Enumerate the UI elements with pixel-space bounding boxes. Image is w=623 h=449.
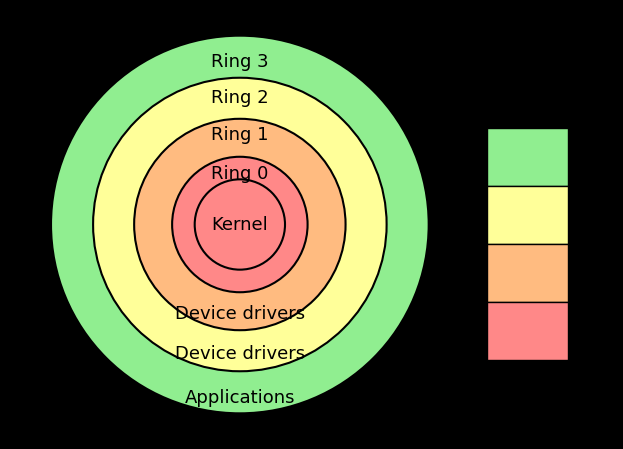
Bar [487, 244, 568, 302]
Ellipse shape [172, 157, 308, 292]
Bar [487, 186, 568, 244]
Bar [487, 302, 568, 360]
Bar [487, 128, 568, 186]
Text: Ring 1: Ring 1 [211, 126, 269, 144]
Text: Applications: Applications [184, 389, 295, 407]
Ellipse shape [195, 179, 285, 270]
Text: Device drivers: Device drivers [175, 305, 305, 323]
Text: Ring 3: Ring 3 [211, 53, 269, 71]
Ellipse shape [134, 119, 346, 330]
Text: Ring 0: Ring 0 [211, 165, 269, 183]
Text: Ring 2: Ring 2 [211, 89, 269, 107]
Text: Kernel: Kernel [211, 216, 269, 233]
Ellipse shape [51, 35, 429, 414]
Text: Device drivers: Device drivers [175, 345, 305, 363]
Ellipse shape [93, 78, 387, 371]
